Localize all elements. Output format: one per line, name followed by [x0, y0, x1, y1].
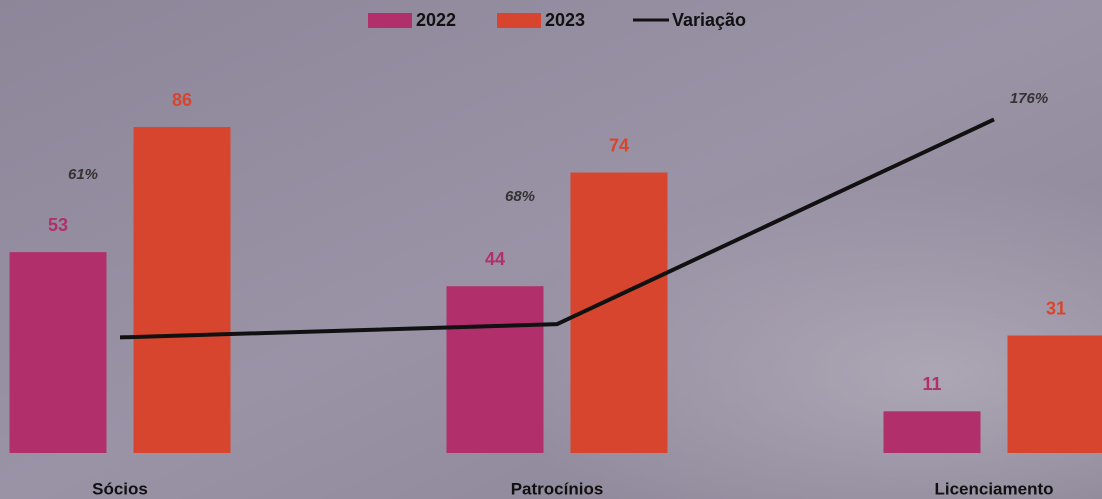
- bar: [884, 411, 981, 453]
- legend-swatch: [368, 13, 412, 28]
- x-tick-label: Patrocínios: [511, 479, 604, 498]
- data-label: 44: [485, 249, 505, 269]
- data-label: 53: [48, 215, 68, 235]
- page: {"chart_data": {"type": "bar-line", "cat…: [0, 0, 1102, 499]
- data-label: 31: [1046, 298, 1066, 318]
- legend-label: 2022: [416, 10, 456, 30]
- bar: [1008, 336, 1102, 453]
- data-label: 61%: [68, 166, 98, 183]
- bar: [134, 127, 231, 453]
- data-label: 74: [609, 135, 629, 155]
- data-label: 86: [172, 90, 192, 110]
- legend-label: Variação: [672, 10, 746, 30]
- data-label: 176%: [1010, 90, 1048, 107]
- legend-label: 2023: [545, 10, 585, 30]
- data-label: 11: [922, 374, 941, 394]
- bar: [10, 252, 107, 453]
- data-label: 68%: [505, 188, 535, 205]
- bar: [447, 286, 544, 453]
- chart: 2022 2023 Variação Sócios Patrocínios Licenci…: [0, 0, 1102, 499]
- x-tick-label: Sócios: [92, 479, 148, 498]
- x-tick-label: Licenciamento: [934, 479, 1053, 498]
- legend-swatch: [497, 13, 541, 28]
